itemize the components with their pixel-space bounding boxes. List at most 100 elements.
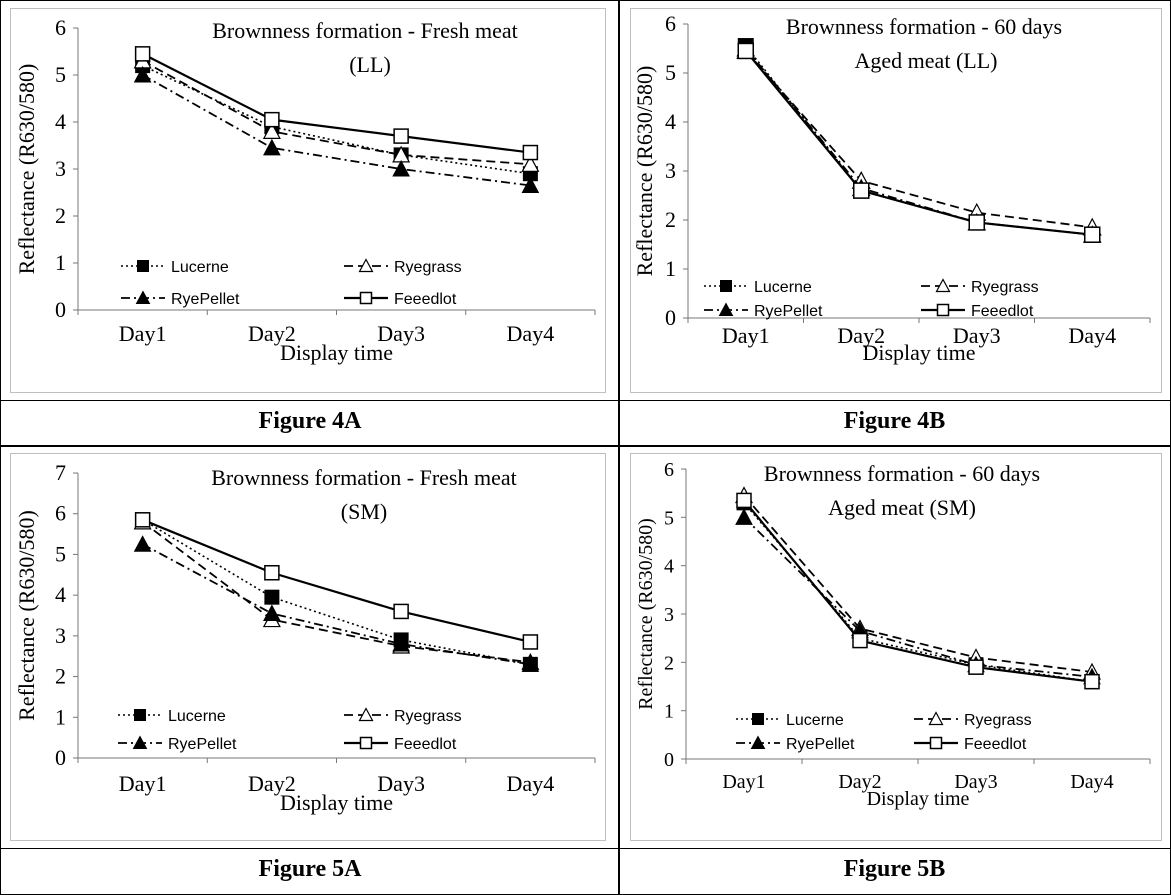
y-axis-title: Reflectance (R630/580) <box>632 66 657 277</box>
series-ryepellet <box>133 65 540 193</box>
legend-marker <box>929 736 943 750</box>
y-tick-label: 3 <box>55 156 66 181</box>
y-tick-label: 1 <box>664 701 674 723</box>
x-axis-title: Display time <box>862 340 975 365</box>
data-point <box>134 512 151 528</box>
caption-figure-5b: Figure 5B <box>843 856 946 882</box>
y-tick-label: 5 <box>664 507 674 529</box>
y-tick-label: 3 <box>665 158 676 183</box>
series-line <box>142 74 531 187</box>
chart-figure-4b: 0 1 2 3 4 5 6 Day1 Day2 Day3 Day4 Reflectance (R630… <box>630 8 1162 393</box>
legend-label: Lucerne <box>786 712 844 729</box>
legend-marker <box>750 735 766 749</box>
y-tick-label: 1 <box>55 704 66 729</box>
y-tick-label: 2 <box>55 203 66 228</box>
legend-label: Ryegrass <box>971 279 1039 296</box>
legend-label: Ryegrass <box>964 712 1032 729</box>
data-point <box>264 111 280 128</box>
y-tick-label: 2 <box>55 664 66 689</box>
y-tick-label: 7 <box>55 460 66 485</box>
x-tick-label: Day4 <box>1070 771 1113 793</box>
chart-frame <box>10 8 606 393</box>
legend-marker <box>358 258 374 273</box>
legend-item-lucerne: Lucerne <box>736 712 844 729</box>
legend-item-ryepellet: RyePellet <box>704 302 823 320</box>
legend-label: RyePellet <box>171 291 240 308</box>
legend-label: Lucerne <box>754 279 812 296</box>
y-tick-label: 4 <box>55 109 66 134</box>
y-tick-label: 6 <box>55 15 66 40</box>
chart-subtitle: Aged meat (LL) <box>855 48 998 73</box>
data-point <box>393 603 409 620</box>
data-point <box>852 632 868 649</box>
legend-item-ryepellet: RyePellet <box>121 290 240 308</box>
series-ryepellet <box>133 535 540 672</box>
series-line <box>743 499 1093 683</box>
caption-figure-5a: Figure 5A <box>258 856 362 882</box>
legend-label: Feeedlot <box>971 303 1034 320</box>
y-tick-label: 4 <box>665 109 676 134</box>
series-feeedlot <box>134 46 539 161</box>
chart-title: Brownness formation - Fresh meat <box>211 465 517 490</box>
legend-label: RyePellet <box>754 303 823 320</box>
legend-marker <box>358 707 374 722</box>
x-axis-title: Display time <box>867 788 970 810</box>
series-line <box>142 52 531 154</box>
y-tick-label: 4 <box>664 556 674 578</box>
legend-item-feeedlot: Feeedlot <box>914 736 1027 753</box>
y-tick-label: 0 <box>665 305 676 330</box>
data-point <box>968 214 985 231</box>
y-tick-label: 3 <box>55 623 66 648</box>
legend-label: Lucerne <box>168 708 226 725</box>
legend-label: RyePellet <box>786 736 855 753</box>
legend-marker <box>936 303 950 317</box>
y-axis-title: Reflectance (R630/580) <box>14 510 39 721</box>
chart-svg: 0 1 2 3 4 5 6 Day1 Day2 Day3 Day4 Reflectance (R630… <box>630 453 1162 841</box>
data-point <box>263 604 281 621</box>
x-axis-title: Display time <box>280 340 393 365</box>
data-point <box>521 155 540 172</box>
chart-figure-5a: 0 1 2 3 4 5 6 7 Day1 Day2 Day3 Day4 Reflectance (R63… <box>10 453 606 841</box>
data-point <box>264 589 280 605</box>
y-tick-label: 6 <box>665 11 676 36</box>
x-tick-label: Day3 <box>377 321 425 346</box>
legend-label: RyePellet <box>168 736 237 753</box>
y-tick-label: 2 <box>665 207 676 232</box>
legend-item-feeedlot: Feeedlot <box>344 291 457 308</box>
y-tick-label: 5 <box>55 541 66 566</box>
series-line <box>745 50 1093 229</box>
y-tick-label: 0 <box>55 297 66 322</box>
legend-label: Lucerne <box>171 259 229 276</box>
chart-frame <box>10 453 606 841</box>
y-tick-label: 0 <box>664 749 674 771</box>
legend-item-lucerne: Lucerne <box>704 279 812 296</box>
x-axis-title: Display time <box>280 790 393 815</box>
legend-item-ryepellet: RyePellet <box>736 735 855 753</box>
legend-item-feeedlot: Feeedlot <box>344 736 457 753</box>
x-tick-label: Day2 <box>248 771 296 796</box>
x-tick-label: Day2 <box>837 323 885 348</box>
data-point <box>263 138 281 156</box>
y-tick-label: 4 <box>55 582 66 607</box>
legend-item-ryegrass: Ryegrass <box>344 258 462 276</box>
legend-item-ryegrass: Ryegrass <box>921 278 1039 296</box>
data-point <box>264 565 280 581</box>
data-point <box>393 128 409 144</box>
x-tick-label: Day3 <box>954 771 997 793</box>
legend-marker <box>720 280 732 292</box>
legend-item-ryegrass: Ryegrass <box>344 707 462 725</box>
chart-figure-5b: 0 1 2 3 4 5 6 Day1 Day2 Day3 Day4 Reflectance (R630… <box>630 453 1162 841</box>
data-point <box>1084 673 1100 690</box>
data-point <box>133 535 152 552</box>
x-tick-label: Day1 <box>119 321 167 346</box>
data-point <box>735 508 753 525</box>
y-tick-label: 6 <box>664 459 674 481</box>
chart-title: Brownness formation - Fresh meat <box>212 18 518 43</box>
series-line <box>743 516 1093 678</box>
x-tick-label: Day3 <box>953 323 1001 348</box>
series-feeedlot <box>134 512 539 650</box>
chart-svg: 0 1 2 3 4 5 6 7 Day1 Day2 Day3 Day4 Reflectance (R63… <box>10 453 606 841</box>
legend-item-ryepellet: RyePellet <box>118 735 237 753</box>
legend-item-lucerne: Lucerne <box>121 259 229 276</box>
x-tick-label: Day3 <box>377 771 425 796</box>
